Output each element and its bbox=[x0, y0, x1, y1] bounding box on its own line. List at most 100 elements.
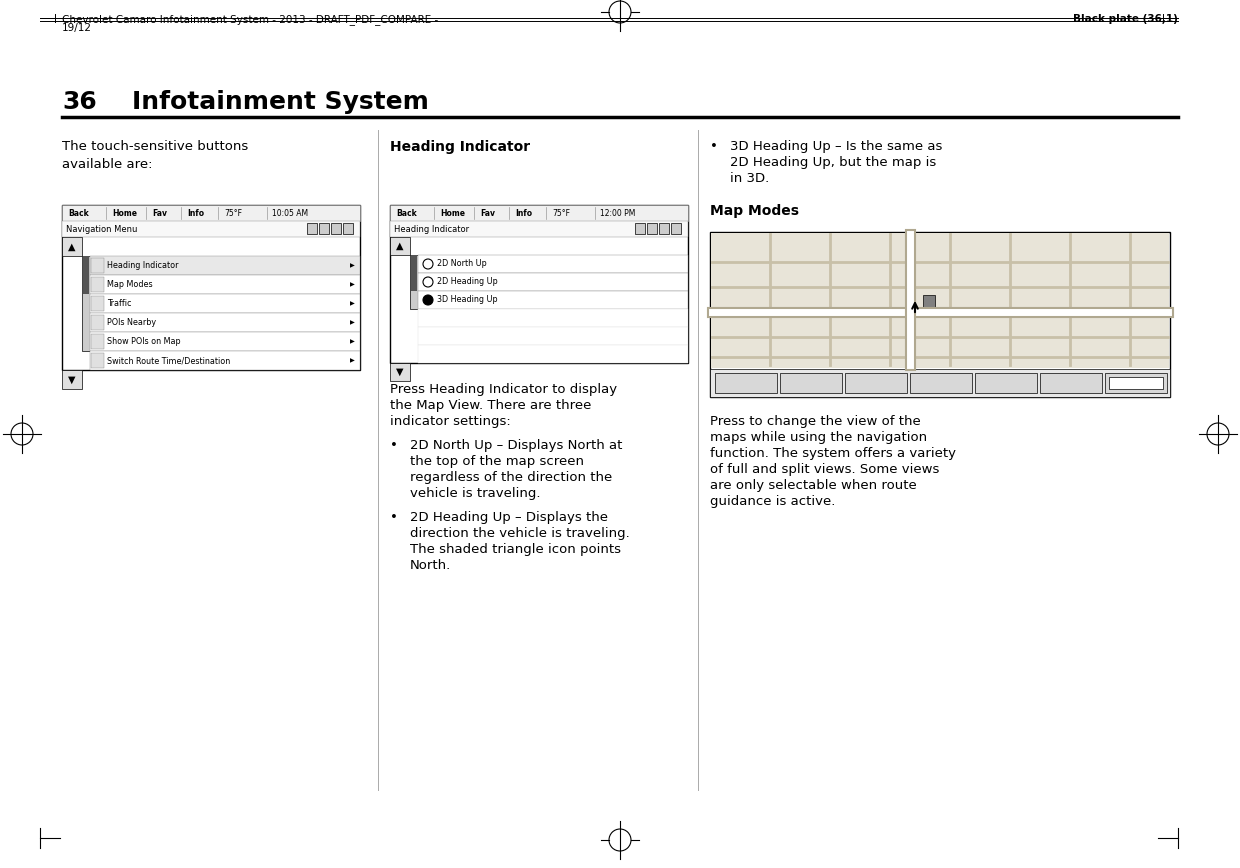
Text: The touch-sensitive buttons: The touch-sensitive buttons bbox=[62, 140, 248, 153]
Bar bbox=[62, 205, 360, 221]
Text: in 3D.: in 3D. bbox=[730, 172, 769, 185]
Text: 19/12: 19/12 bbox=[62, 23, 92, 33]
Bar bbox=[91, 258, 104, 273]
Text: 10:05 AM: 10:05 AM bbox=[272, 208, 308, 218]
Bar bbox=[711, 233, 1169, 368]
Bar bbox=[391, 237, 410, 255]
Bar bbox=[343, 223, 353, 234]
Text: 12:00 PM: 12:00 PM bbox=[600, 208, 635, 218]
Bar bbox=[715, 373, 777, 393]
Text: direction the vehicle is traveling.: direction the vehicle is traveling. bbox=[410, 527, 630, 540]
Text: Press to change the view of the: Press to change the view of the bbox=[711, 415, 921, 428]
Text: 2D Heading Up: 2D Heading Up bbox=[436, 278, 497, 286]
Circle shape bbox=[423, 259, 433, 269]
Bar bbox=[975, 373, 1037, 393]
Text: Infotainment System: Infotainment System bbox=[131, 90, 429, 114]
Text: •: • bbox=[391, 439, 398, 452]
Bar bbox=[923, 295, 935, 307]
Bar bbox=[635, 223, 645, 234]
Text: ▶: ▶ bbox=[350, 320, 355, 325]
Bar bbox=[91, 332, 360, 351]
Text: Info: Info bbox=[187, 208, 205, 218]
Bar bbox=[62, 237, 82, 256]
Text: North.: North. bbox=[410, 559, 451, 572]
Text: Heading Indicator: Heading Indicator bbox=[394, 225, 469, 233]
Bar bbox=[1105, 373, 1167, 393]
Text: Heading Indicator: Heading Indicator bbox=[391, 140, 531, 154]
Bar bbox=[711, 369, 1171, 397]
Text: ▶: ▶ bbox=[350, 263, 355, 268]
Text: are only selectable when route: are only selectable when route bbox=[711, 479, 916, 492]
Text: ▶: ▶ bbox=[350, 282, 355, 287]
Bar bbox=[91, 353, 104, 368]
Bar bbox=[1040, 373, 1102, 393]
Text: Back: Back bbox=[68, 208, 89, 218]
Text: Heading Indicator: Heading Indicator bbox=[107, 261, 179, 270]
Bar bbox=[91, 351, 360, 370]
Bar bbox=[1109, 377, 1163, 389]
Text: vehicle is traveling.: vehicle is traveling. bbox=[410, 487, 541, 500]
Text: the Map View. There are three: the Map View. There are three bbox=[391, 399, 591, 412]
Text: ▲: ▲ bbox=[397, 241, 404, 251]
Text: 3D Heading Up: 3D Heading Up bbox=[436, 295, 497, 305]
Bar bbox=[711, 232, 1171, 397]
Bar bbox=[331, 223, 341, 234]
Bar bbox=[91, 334, 104, 349]
Bar bbox=[418, 255, 688, 273]
Text: •: • bbox=[711, 140, 718, 153]
Text: Fav: Fav bbox=[480, 208, 495, 218]
Bar bbox=[910, 373, 972, 393]
Bar bbox=[91, 275, 360, 294]
Bar bbox=[91, 296, 104, 311]
Text: ▲: ▲ bbox=[68, 241, 76, 252]
Bar bbox=[780, 373, 842, 393]
Bar bbox=[418, 345, 688, 363]
Bar bbox=[844, 373, 906, 393]
Bar bbox=[82, 256, 91, 351]
Bar bbox=[410, 255, 417, 291]
Circle shape bbox=[423, 295, 433, 305]
Text: 2D Heading Up, but the map is: 2D Heading Up, but the map is bbox=[730, 156, 936, 169]
Text: regardless of the direction the: regardless of the direction the bbox=[410, 471, 613, 484]
Bar bbox=[391, 221, 688, 237]
Text: 36: 36 bbox=[62, 90, 97, 114]
Text: of full and split views. Some views: of full and split views. Some views bbox=[711, 463, 940, 476]
Bar bbox=[62, 370, 82, 389]
Text: 2D Heading Up – Displays the: 2D Heading Up – Displays the bbox=[410, 511, 608, 524]
Text: 3D Heading Up – Is the same as: 3D Heading Up – Is the same as bbox=[730, 140, 942, 153]
Text: POIs Nearby: POIs Nearby bbox=[107, 318, 156, 327]
Text: ▶: ▶ bbox=[350, 339, 355, 344]
Text: Home: Home bbox=[112, 208, 136, 218]
Text: ▼: ▼ bbox=[68, 374, 76, 385]
Bar bbox=[62, 221, 360, 237]
Bar bbox=[418, 309, 688, 327]
Bar bbox=[62, 205, 360, 370]
Text: Black plate (36,1): Black plate (36,1) bbox=[1073, 14, 1178, 24]
Text: 75°F: 75°F bbox=[552, 208, 570, 218]
Text: Chevrolet Camaro Infotainment System - 2013 - DRAFT_PDF_COMPARE -: Chevrolet Camaro Infotainment System - 2… bbox=[62, 14, 438, 25]
Bar bbox=[91, 256, 360, 275]
Bar bbox=[91, 277, 104, 292]
Text: Press Heading Indicator to display: Press Heading Indicator to display bbox=[391, 383, 618, 396]
Text: guidance is active.: guidance is active. bbox=[711, 495, 836, 508]
Text: Map Modes: Map Modes bbox=[711, 204, 799, 218]
Bar bbox=[391, 363, 410, 381]
Text: available are:: available are: bbox=[62, 158, 153, 171]
Text: 2D North Up: 2D North Up bbox=[436, 260, 487, 268]
Text: indicator settings:: indicator settings: bbox=[391, 415, 511, 428]
Text: Home: Home bbox=[440, 208, 465, 218]
Bar bbox=[91, 294, 360, 313]
Text: function. The system offers a variety: function. The system offers a variety bbox=[711, 447, 956, 460]
Text: Back: Back bbox=[396, 208, 417, 218]
Circle shape bbox=[423, 277, 433, 287]
Bar bbox=[671, 223, 681, 234]
Bar bbox=[410, 255, 418, 309]
Bar bbox=[91, 315, 104, 330]
Text: Fav: Fav bbox=[153, 208, 167, 218]
Bar bbox=[391, 205, 688, 221]
Bar bbox=[391, 205, 688, 363]
Text: the top of the map screen: the top of the map screen bbox=[410, 455, 584, 468]
Text: Map Modes: Map Modes bbox=[107, 280, 153, 289]
Bar bbox=[418, 291, 688, 309]
Bar bbox=[418, 273, 688, 291]
